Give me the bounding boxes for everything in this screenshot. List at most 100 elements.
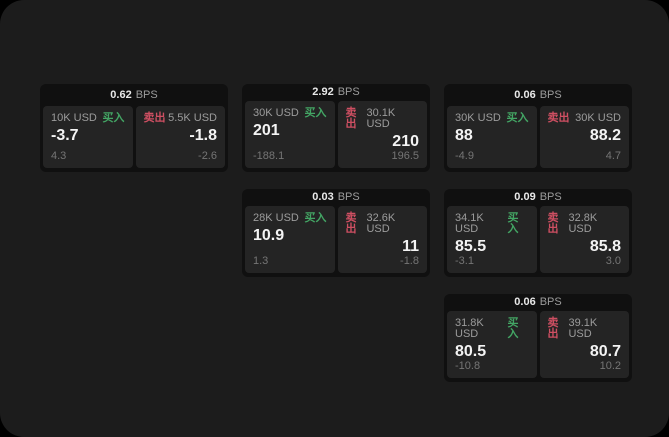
sell-badge: 卖出 xyxy=(345,106,357,130)
buy-size-label: 34.1K USD xyxy=(455,211,484,235)
buy-badge: 买入 xyxy=(506,112,529,124)
bps-unit: BPS xyxy=(539,296,562,309)
bps-unit: BPS xyxy=(135,89,158,101)
bps-header: 0.06 BPS xyxy=(444,84,632,106)
buy-tile[interactable]: 30K USD 买入 201 -188.1 xyxy=(245,100,335,168)
buy-tile[interactable]: 30K USD 买入 88 -4.9 xyxy=(447,106,537,168)
quote-card-body: 10K USD 买入 -3.7 4.3 卖出 5.5K USD -1.8 -2.… xyxy=(40,106,228,172)
sell-tile[interactable]: 卖出 30.1K USD 210 196.5 xyxy=(337,100,427,168)
sell-delta: 4.7 xyxy=(605,150,621,162)
sell-size-label: 32.6K USD xyxy=(366,211,396,235)
sell-delta: -2.6 xyxy=(198,150,217,162)
sell-badge: 卖出 xyxy=(547,112,570,124)
bps-header: 0.06 BPS xyxy=(444,294,632,311)
bps-header: 2.92 BPS xyxy=(242,84,430,101)
sell-delta: 3.0 xyxy=(605,255,621,267)
sell-tile-top: 卖出 30K USD xyxy=(548,113,622,124)
sell-badge: 卖出 xyxy=(143,112,166,124)
bps-value: 0.62 xyxy=(110,89,132,101)
buy-tile[interactable]: 34.1K USD 买入 85.5 -3.1 xyxy=(447,205,537,273)
sell-size-label: 5.5K USD xyxy=(168,112,217,124)
sell-delta: 10.2 xyxy=(599,360,621,372)
buy-badge: 买入 xyxy=(507,316,519,340)
sell-price: 11 xyxy=(402,237,419,255)
buy-tile-top: 31.8K USD 买入 xyxy=(455,316,529,340)
sell-size-label: 39.1K USD xyxy=(568,316,598,340)
buy-size-label: 30K USD xyxy=(253,106,299,119)
buy-tile-top: 28K USD 买入 xyxy=(253,211,327,224)
buy-badge: 买入 xyxy=(102,112,125,124)
buy-size-label: 31.8K USD xyxy=(455,316,484,340)
quote-card: 0.06 BPS 31.8K USD 买入 80.5 -10.8 卖出 39.1… xyxy=(444,294,632,382)
bps-unit: BPS xyxy=(539,191,562,204)
sell-delta: -1.8 xyxy=(400,255,419,267)
quote-card: 0.62 BPS 10K USD 买入 -3.7 4.3 卖出 5.5K USD… xyxy=(40,84,228,172)
bps-unit: BPS xyxy=(539,89,562,101)
bps-value: 0.03 xyxy=(312,191,334,204)
buy-tile-top: 30K USD 买入 xyxy=(455,113,529,124)
quote-card-body: 30K USD 买入 201 -188.1 卖出 30.1K USD 210 1… xyxy=(242,100,430,172)
sell-tile[interactable]: 卖出 32.8K USD 85.8 3.0 xyxy=(539,205,629,273)
buy-delta: -4.9 xyxy=(455,150,474,162)
buy-tile[interactable]: 28K USD 买入 10.9 1.3 xyxy=(245,205,335,273)
buy-delta: -188.1 xyxy=(253,150,285,162)
sell-price: 85.8 xyxy=(589,237,621,255)
bps-value: 2.92 xyxy=(312,86,334,99)
quote-card: 0.03 BPS 28K USD 买入 10.9 1.3 卖出 32.6K US… xyxy=(242,189,430,277)
cards-grid: 0.62 BPS 10K USD 买入 -3.7 4.3 卖出 5.5K USD… xyxy=(40,84,632,382)
buy-badge: 买入 xyxy=(304,211,327,224)
sell-badge: 卖出 xyxy=(547,211,559,235)
buy-delta: -3.1 xyxy=(455,255,474,267)
buy-tile[interactable]: 31.8K USD 买入 80.5 -10.8 xyxy=(447,310,537,378)
sell-price: 80.7 xyxy=(589,342,621,360)
buy-price: 88 xyxy=(455,127,473,144)
buy-price: -3.7 xyxy=(51,127,79,144)
buy-price: 201 xyxy=(253,121,280,139)
sell-tile-top: 卖出 39.1K USD xyxy=(547,316,622,340)
buy-size-label: 10K USD xyxy=(51,112,97,124)
buy-price: 10.9 xyxy=(253,226,285,244)
sell-price: 88.2 xyxy=(589,127,621,144)
sell-tile[interactable]: 卖出 5.5K USD -1.8 -2.6 xyxy=(135,106,225,168)
bps-value: 0.06 xyxy=(514,296,536,309)
sell-size-label: 30.1K USD xyxy=(366,106,396,130)
bps-header: 0.03 BPS xyxy=(242,189,430,206)
quote-card: 0.06 BPS 30K USD 买入 88 -4.9 卖出 30K USD 8… xyxy=(444,84,632,172)
buy-tile[interactable]: 10K USD 买入 -3.7 4.3 xyxy=(43,106,133,168)
buy-tile-top: 34.1K USD 买入 xyxy=(455,211,529,235)
buy-size-label: 30K USD xyxy=(455,112,501,124)
sell-price: -1.8 xyxy=(189,127,217,144)
sell-tile[interactable]: 卖出 30K USD 88.2 4.7 xyxy=(539,106,629,168)
sell-badge: 卖出 xyxy=(547,316,559,340)
quote-card-body: 34.1K USD 买入 85.5 -3.1 卖出 32.8K USD 85.8… xyxy=(444,205,632,277)
sell-tile[interactable]: 卖出 39.1K USD 80.7 10.2 xyxy=(539,310,629,378)
quote-card: 0.09 BPS 34.1K USD 买入 85.5 -3.1 卖出 32.8K… xyxy=(444,189,632,277)
buy-badge: 买入 xyxy=(507,211,519,235)
bps-value: 0.09 xyxy=(514,191,536,204)
quote-card: 2.92 BPS 30K USD 买入 201 -188.1 卖出 30.1K … xyxy=(242,84,430,172)
sell-tile[interactable]: 卖出 32.6K USD 11 -1.8 xyxy=(337,205,427,273)
buy-price: 80.5 xyxy=(455,342,487,360)
buy-tile-top: 10K USD 买入 xyxy=(51,113,125,124)
sell-tile-top: 卖出 32.6K USD xyxy=(346,211,420,235)
bps-value: 0.06 xyxy=(514,89,536,101)
buy-tile-top: 30K USD 买入 xyxy=(253,106,327,119)
sell-size-label: 30K USD xyxy=(575,112,621,124)
buy-delta: 4.3 xyxy=(51,150,67,162)
sell-size-label: 32.8K USD xyxy=(568,211,598,235)
bps-header: 0.09 BPS xyxy=(444,189,632,206)
buy-size-label: 28K USD xyxy=(253,211,299,224)
quote-card-body: 30K USD 买入 88 -4.9 卖出 30K USD 88.2 4.7 xyxy=(444,106,632,172)
sell-price: 210 xyxy=(392,132,419,150)
buy-badge: 买入 xyxy=(304,106,327,119)
bps-unit: BPS xyxy=(337,191,360,204)
quote-card-body: 31.8K USD 买入 80.5 -10.8 卖出 39.1K USD 80.… xyxy=(444,310,632,382)
sell-tile-top: 卖出 30.1K USD xyxy=(345,106,420,130)
buy-delta: -10.8 xyxy=(455,360,481,372)
sell-delta: 196.5 xyxy=(391,150,419,162)
buy-delta: 1.3 xyxy=(253,255,269,267)
sell-tile-top: 卖出 5.5K USD xyxy=(144,113,218,124)
quote-card-body: 28K USD 买入 10.9 1.3 卖出 32.6K USD 11 -1.8 xyxy=(242,205,430,277)
bps-header: 0.62 BPS xyxy=(40,84,228,106)
